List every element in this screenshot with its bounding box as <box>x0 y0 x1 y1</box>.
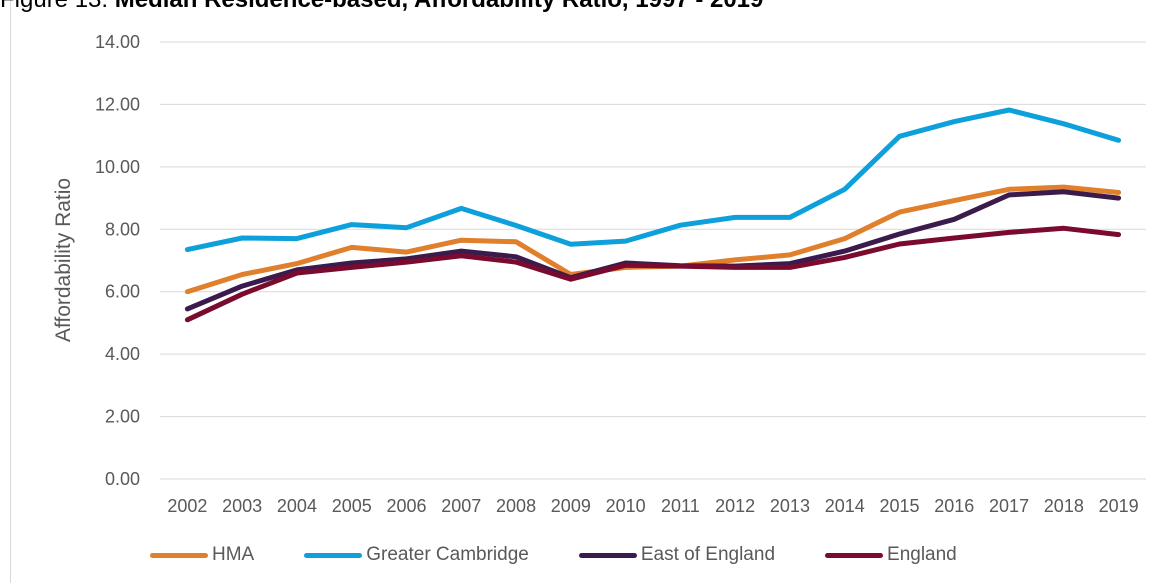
x-tick-label: 2013 <box>770 496 810 516</box>
legend-swatch <box>825 552 884 558</box>
figure-title-prefix: Figure 13: <box>0 0 115 13</box>
y-tick-label: 4.00 <box>105 344 140 364</box>
x-tick-label: 2010 <box>606 496 646 516</box>
series-lines <box>184 107 1122 323</box>
x-tick-label: 2014 <box>825 496 865 516</box>
y-tick-label: 6.00 <box>105 282 140 302</box>
legend: HMA Greater Cambridge East of England Engla… <box>150 540 1007 570</box>
legend-label: Greater Cambridge <box>366 544 529 565</box>
legend-label: HMA <box>212 544 255 565</box>
x-tick-label: 2004 <box>277 496 317 516</box>
y-tick-label: 10.00 <box>95 157 140 177</box>
x-tick-label: 2003 <box>222 496 262 516</box>
x-tick-labels: 2002 2003 2004 2005 2006 2007 2008 2009 2010 2011… <box>167 496 1138 516</box>
x-tick-label: 2007 <box>441 496 481 516</box>
series-line-greater-cambridge <box>184 107 1122 253</box>
legend-item: East of England <box>578 544 776 566</box>
x-tick-label: 2016 <box>934 496 974 516</box>
x-tick-label: 2009 <box>551 496 591 516</box>
x-tick-label: 2006 <box>386 496 426 516</box>
legend-label: England <box>887 544 957 565</box>
series-line-england <box>184 225 1122 323</box>
line-chart: 0.00 2.00 4.00 6.00 8.00 10.00 12.00 14.00 2002… <box>52 32 1146 516</box>
legend-item: England <box>825 544 957 566</box>
y-axis-label: Affordability Ratio <box>52 178 75 342</box>
y-tick-label: 0.00 <box>105 469 140 489</box>
legend-swatch <box>304 552 363 558</box>
y-tick-label: 12.00 <box>95 94 140 114</box>
x-tick-label: 2008 <box>496 496 536 516</box>
chart-frame <box>10 0 1164 583</box>
x-tick-label: 2012 <box>715 496 755 516</box>
series-line-hma <box>184 184 1122 295</box>
y-tick-labels: 0.00 2.00 4.00 6.00 8.00 10.00 12.00 14.00 <box>95 32 140 489</box>
x-tick-label: 2017 <box>989 496 1029 516</box>
x-tick-label: 2005 <box>332 496 372 516</box>
legend-swatch <box>150 552 208 558</box>
legend-item: HMA <box>150 544 254 566</box>
legend-item: Greater Cambridge <box>304 544 529 566</box>
y-tick-label: 2.00 <box>105 407 140 427</box>
legend-label: East of England <box>640 544 776 565</box>
y-tick-label: 8.00 <box>105 219 140 239</box>
legend-swatch <box>578 552 637 558</box>
gridlines <box>160 41 1146 480</box>
y-tick-label: 14.00 <box>95 32 140 52</box>
x-tick-label: 2002 <box>167 496 207 516</box>
figure-title: Figure 13: Median Residence-based, Affor… <box>0 0 763 14</box>
x-tick-label: 2015 <box>879 496 919 516</box>
x-tick-label: 2019 <box>1099 496 1139 516</box>
figure-title-bold: Median Residence-based, Affordability Ra… <box>115 0 764 13</box>
x-tick-label: 2018 <box>1044 496 1084 516</box>
x-tick-label: 2011 <box>661 496 700 516</box>
